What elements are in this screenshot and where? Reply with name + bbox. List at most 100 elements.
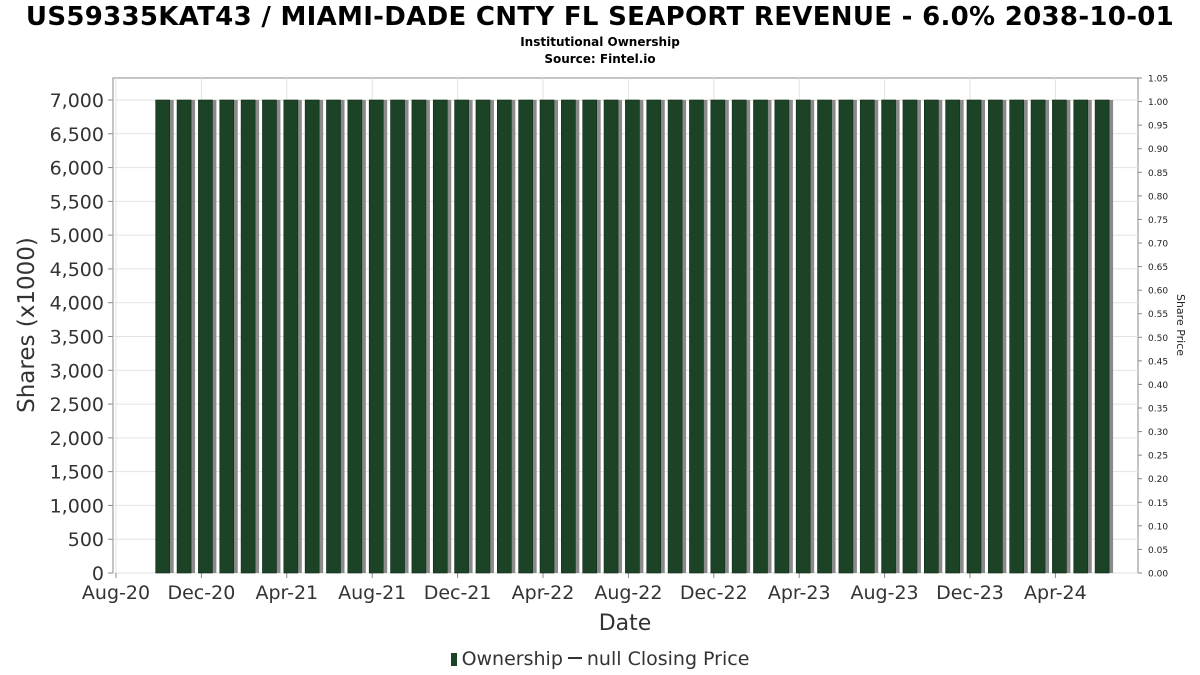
price-legend-swatch	[567, 657, 582, 659]
y-tick-label: 5,500	[50, 191, 104, 213]
x-tick-label: Aug-21	[338, 582, 406, 604]
y2-tick-label: 1.05	[1148, 75, 1168, 85]
y-tick-label: 5,000	[50, 225, 104, 247]
ownership-bar	[582, 99, 598, 574]
ownership-bar	[1009, 99, 1025, 574]
ownership-bar	[411, 99, 427, 574]
x-axis-title: Date	[599, 611, 652, 636]
x-tick-label: Dec-20	[167, 582, 235, 604]
y-tick-label: 2,000	[50, 428, 104, 450]
ownership-legend-label: Ownership	[461, 648, 563, 670]
y2-tick-label: 0.05	[1148, 546, 1168, 556]
ownership-bar	[155, 99, 170, 574]
y-tick-label: 6,000	[50, 158, 104, 180]
ownership-bar	[859, 99, 875, 574]
ownership-bar	[603, 99, 619, 574]
ownership-bar	[945, 99, 960, 574]
y2-axis-title: Share Price	[1174, 294, 1187, 356]
ownership-bar	[710, 99, 726, 574]
ownership-bar	[646, 99, 662, 574]
ownership-bar	[774, 99, 790, 574]
ownership-bar	[838, 99, 854, 574]
ownership-bar	[304, 99, 320, 574]
ownership-bar	[881, 99, 896, 574]
x-tick-label: Apr-22	[512, 582, 575, 604]
y2-tick-label: 1.00	[1148, 98, 1168, 108]
ownership-bar	[625, 99, 640, 574]
y2-tick-label: 0.85	[1148, 169, 1168, 179]
ownership-bar	[454, 99, 469, 574]
x-tick-label: Dec-21	[424, 582, 492, 604]
chart-subtitle: Institutional Ownership	[520, 35, 680, 49]
x-tick-label: Dec-22	[680, 582, 748, 604]
ownership-legend-swatch	[450, 653, 457, 666]
ownership-bar	[368, 99, 384, 574]
y-tick-label: 500	[68, 529, 104, 551]
legend: Ownership null Closing Price	[0, 648, 1200, 670]
ownership-bar	[475, 99, 491, 574]
ownership-bar	[966, 99, 982, 574]
y-tick-label: 3,500	[50, 327, 104, 349]
y2-tick-label: 0.65	[1148, 263, 1168, 273]
y2-tick-label: 0.95	[1148, 122, 1168, 132]
ownership-bar	[496, 99, 512, 574]
y2-tick-label: 0.45	[1148, 357, 1168, 367]
ownership-bar	[283, 99, 299, 574]
x-tick-label: Dec-23	[936, 582, 1004, 604]
y-tick-label: 4,000	[50, 293, 104, 315]
ownership-bar	[347, 99, 363, 574]
x-tick-label: Apr-23	[768, 582, 831, 604]
y-axis-title: Shares (x1000)	[14, 237, 40, 413]
ownership-bar	[795, 99, 811, 574]
y2-tick-label: 0.00	[1148, 570, 1168, 580]
ownership-bar	[518, 99, 533, 574]
y2-tick-label: 0.30	[1148, 428, 1168, 438]
x-tick-label: Aug-22	[594, 582, 662, 604]
ownership-bar	[432, 99, 448, 574]
ownership-bar	[1094, 99, 1110, 574]
y2-tick-label: 0.10	[1148, 522, 1168, 532]
y2-tick-label: 0.20	[1148, 475, 1168, 485]
y2-tick-label: 0.40	[1148, 381, 1168, 391]
x-tick-label: Aug-20	[82, 582, 150, 604]
y-tick-label: 3,000	[50, 360, 104, 382]
y-tick-label: 1,500	[50, 462, 104, 484]
y-tick-label: 0	[92, 563, 104, 585]
price-legend-label: null Closing Price	[586, 648, 750, 670]
y2-tick-label: 0.75	[1148, 216, 1168, 226]
ownership-bar	[689, 99, 704, 574]
x-tick-label: Apr-21	[255, 582, 318, 604]
ownership-bar	[667, 99, 683, 574]
ownership-bar	[923, 99, 939, 574]
ownership-bar	[561, 99, 576, 574]
y-tick-label: 4,500	[50, 259, 104, 281]
x-tick-label: Apr-24	[1024, 582, 1087, 604]
ownership-bar	[1030, 99, 1046, 574]
ownership-bar	[817, 99, 832, 574]
ownership-bar	[731, 99, 747, 574]
y-tick-label: 1,000	[50, 495, 104, 517]
y-tick-label: 6,500	[50, 124, 104, 146]
ownership-bar	[753, 99, 768, 574]
y2-tick-label: 0.60	[1148, 287, 1168, 297]
chart-title: US59335KAT43 / MIAMI-DADE CNTY FL SEAPOR…	[25, 2, 1175, 32]
y2-tick-label: 0.80	[1148, 192, 1168, 202]
y2-tick-label: 0.55	[1148, 310, 1168, 320]
ownership-bar	[988, 99, 1003, 574]
y2-tick-label: 0.90	[1148, 145, 1168, 155]
y2-tick-label: 0.15	[1148, 499, 1168, 509]
ownership-bar	[219, 99, 235, 574]
y2-tick-label: 0.35	[1148, 405, 1168, 415]
x-tick-label: Aug-23	[851, 582, 919, 604]
ownership-bar	[390, 99, 405, 574]
ownership-bar	[326, 99, 341, 574]
ownership-bar	[176, 99, 192, 574]
y2-tick-label: 0.50	[1148, 334, 1168, 344]
y-tick-label: 2,500	[50, 394, 104, 416]
y2-tick-label: 0.70	[1148, 240, 1168, 250]
ownership-bar	[240, 99, 256, 574]
y2-tick-label: 0.25	[1148, 452, 1168, 462]
ownership-bar	[1052, 99, 1067, 574]
ownership-bar	[198, 99, 213, 574]
